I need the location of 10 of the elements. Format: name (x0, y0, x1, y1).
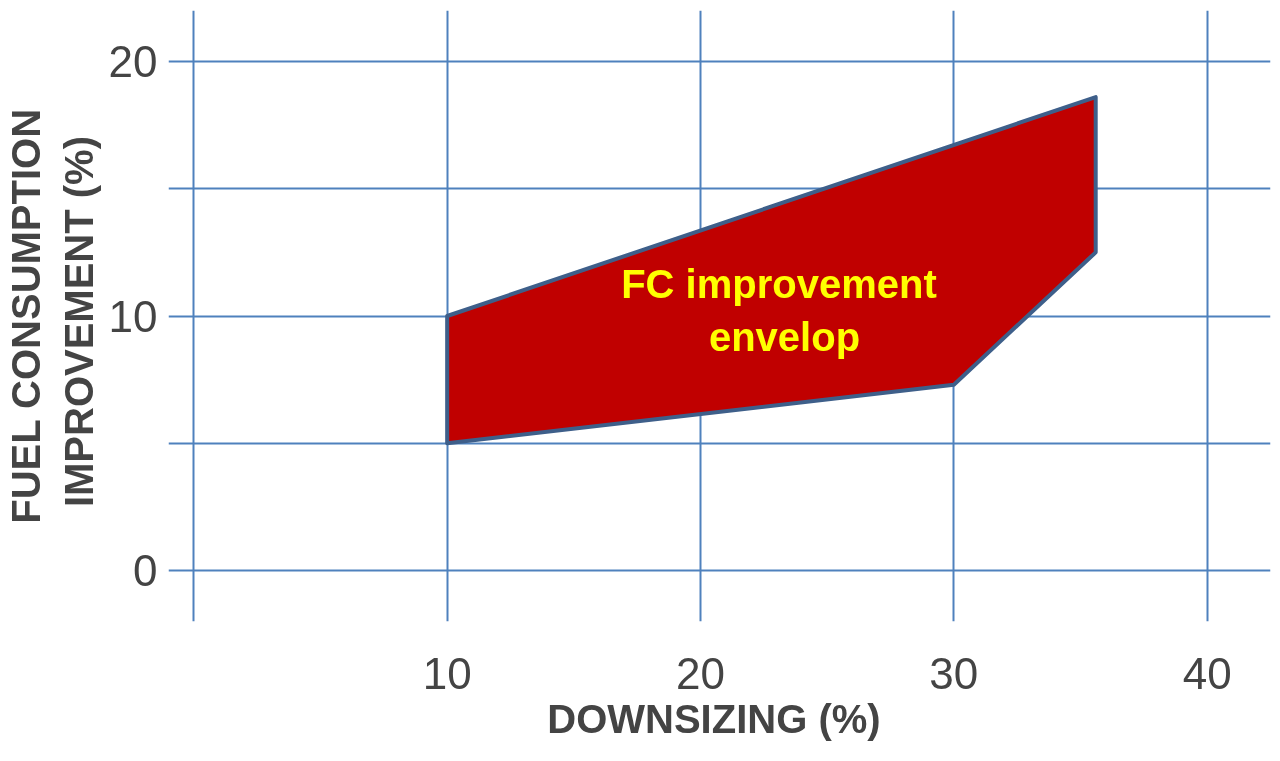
y-tick-label: 0 (133, 546, 158, 596)
x-tick-label: 10 (422, 648, 472, 698)
annotation: FC improvement envelop (621, 262, 937, 359)
x-axis-title: DOWNSIZING (%) (547, 696, 881, 741)
x-tick-label: 40 (1182, 648, 1232, 698)
x-tick-label: 30 (929, 648, 979, 698)
y-tick-label: 10 (108, 291, 158, 341)
y-axis-title: FUEL CONSUMPTION IMPROVEMENT (%) (3, 108, 101, 524)
y-tick-label: 20 (108, 36, 158, 86)
x-tick-label: 20 (676, 648, 725, 698)
